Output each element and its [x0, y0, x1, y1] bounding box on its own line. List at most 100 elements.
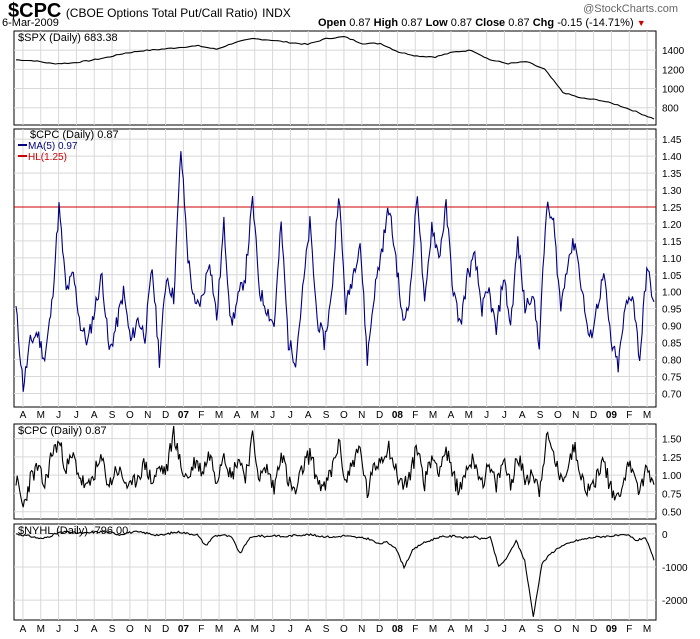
x-tick-label: M — [643, 624, 651, 635]
open-label: Open — [318, 17, 347, 29]
y-tick-label: 1.40 — [662, 152, 682, 163]
chg-value: -0.15 (-14.71%) — [557, 17, 634, 29]
x-tick-label: J — [56, 410, 61, 421]
x-tick-label: J — [56, 624, 61, 635]
y-tick-label: 1.25 — [662, 203, 682, 214]
x-tick-label: D — [590, 410, 597, 421]
x-tick-label: M — [251, 410, 259, 421]
symbol-name: (CBOE Options Total Put/Call Ratio) — [65, 6, 258, 20]
x-tick-label: A — [234, 624, 241, 635]
x-tick-label: J — [484, 624, 489, 635]
x-tick-label: S — [537, 624, 544, 635]
y-tick-label: 800 — [662, 104, 679, 115]
ma-legend-text: MA(5) 0.97 — [28, 141, 78, 152]
x-tick-label: F — [198, 624, 204, 635]
close-label: Close — [475, 17, 506, 29]
x-tick-label: 09 — [606, 624, 618, 635]
cpc-daily-legend: $CPC (Daily) 0.87 — [18, 425, 107, 437]
x-tick-label: A — [519, 410, 526, 421]
y-tick-label: 0.75 — [662, 489, 682, 500]
x-tick-label: D — [376, 624, 383, 635]
x-tick-label: A — [305, 624, 312, 635]
y-tick-label: 1.00 — [662, 288, 682, 299]
x-tick-label: A — [234, 410, 241, 421]
x-tick-label: F — [626, 410, 632, 421]
x-tick-label: S — [109, 624, 116, 635]
x-tick-label: O — [340, 624, 348, 635]
nyhl-legend: $NYHL (Daily) -796.00 — [18, 525, 128, 537]
x-tick-label: A — [91, 410, 98, 421]
down-triangle-icon: ▼ — [636, 18, 646, 28]
x-tick-label: S — [323, 410, 330, 421]
y-tick-label: 1.15 — [662, 237, 682, 248]
y-tick-label: 0.50 — [662, 508, 682, 519]
y-tick-label: 1.00 — [662, 471, 682, 482]
exchange: INDX — [262, 6, 291, 20]
y-tick-label: 1.45 — [662, 135, 682, 146]
open-value: 0.87 — [349, 17, 371, 29]
x-tick-label: S — [323, 624, 330, 635]
x-tick-label: N — [144, 624, 151, 635]
x-tick-label: F — [626, 624, 632, 635]
x-tick-label: O — [340, 410, 348, 421]
x-tick-label: O — [126, 624, 134, 635]
x-tick-label: D — [162, 624, 169, 635]
y-tick-label: 0.85 — [662, 339, 682, 350]
x-tick-label: M — [465, 624, 473, 635]
x-tick-label: J — [484, 410, 489, 421]
spx-line — [15, 36, 655, 120]
x-tick-label: A — [91, 624, 98, 635]
y-tick-label: 1200 — [662, 65, 685, 76]
y-tick-label: 0.70 — [662, 389, 682, 400]
y-tick-label: 0.90 — [662, 322, 682, 333]
low-value: 0.87 — [450, 17, 473, 29]
cpc-ma-line — [15, 151, 655, 392]
y-tick-label: 1.20 — [662, 220, 682, 231]
x-tick-label: A — [448, 624, 455, 635]
x-tick-label: D — [162, 410, 169, 421]
x-tick-label: J — [288, 624, 293, 635]
x-tick-label: M — [429, 410, 437, 421]
x-tick-label: N — [572, 624, 579, 635]
panel-frame-1 — [13, 128, 657, 408]
chg-label: Chg — [532, 17, 555, 29]
x-tick-label: A — [20, 624, 27, 635]
x-tick-label: A — [519, 624, 526, 635]
x-tick-label: F — [412, 410, 418, 421]
stockcharts-logo: @StockCharts.com — [583, 3, 678, 15]
x-tick-label: M — [251, 624, 259, 635]
y-tick-label: 1000 — [662, 85, 685, 96]
y-tick-label: 1.25 — [662, 453, 682, 464]
x-tick-label: M — [465, 410, 473, 421]
x-tick-label: J — [288, 410, 293, 421]
x-tick-label: M — [37, 624, 45, 635]
x-tick-label: N — [572, 410, 579, 421]
x-tick-label: J — [502, 410, 507, 421]
y-tick-label: 1.05 — [662, 271, 682, 282]
x-tick-label: 08 — [392, 624, 404, 635]
y-tick-label: 1400 — [662, 46, 685, 57]
x-tick-label: J — [74, 410, 79, 421]
y-tick-label: 0.80 — [662, 356, 682, 367]
x-tick-label: J — [270, 624, 275, 635]
symbol: $CPC — [8, 0, 62, 22]
chart-header: $CPC (CBOE Options Total Put/Call Ratio)… — [8, 0, 291, 23]
close-value: 0.87 — [508, 17, 530, 29]
x-tick-label: A — [305, 410, 312, 421]
x-tick-label: M — [429, 624, 437, 635]
cpc-ma-legend: $CPC (Daily) 0.87 — [30, 129, 119, 141]
chart-date: 6-Mar-2009 — [2, 17, 59, 29]
x-tick-label: S — [537, 410, 544, 421]
ohlc-readout: Open 0.87 High 0.87 Low 0.87 Close 0.87 … — [318, 17, 646, 29]
x-tick-label: M — [215, 624, 223, 635]
panel-frame-3 — [13, 523, 657, 621]
x-tick-label: 07 — [178, 624, 190, 635]
x-tick-label: A — [20, 410, 27, 421]
cpc-daily-line — [15, 425, 655, 508]
x-tick-label: N — [358, 410, 365, 421]
x-tick-label: D — [590, 624, 597, 635]
y-tick-label: 1.50 — [662, 435, 682, 446]
y-tick-label: 1.30 — [662, 186, 682, 197]
